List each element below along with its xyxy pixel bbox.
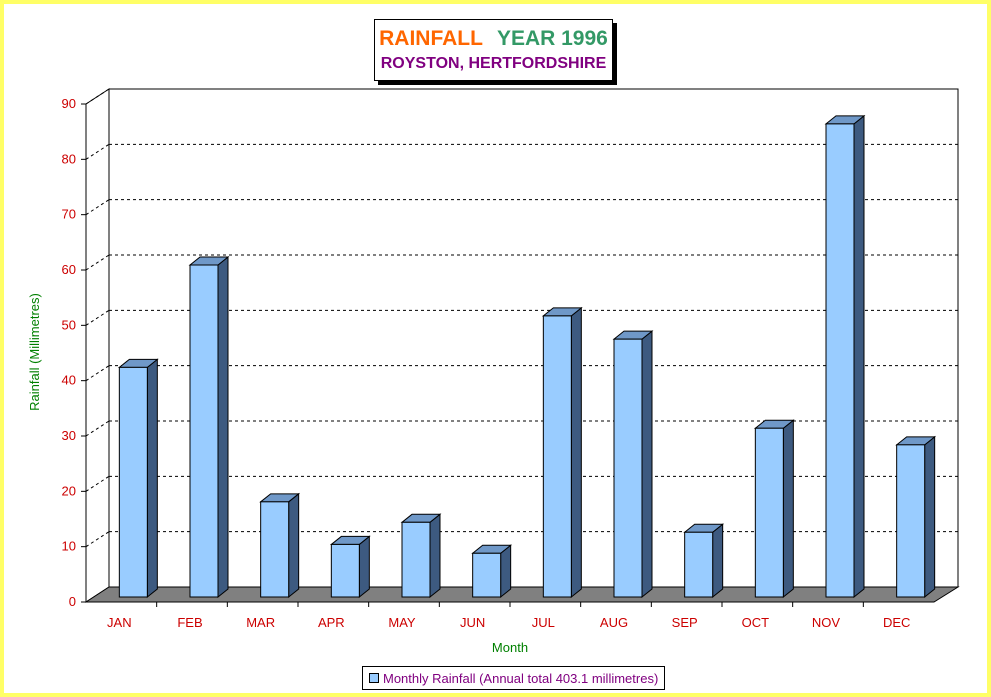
y-tick-label: 10: [62, 539, 76, 554]
bar-side: [570, 306, 582, 599]
chart-year: YEAR 1996: [496, 27, 608, 50]
chart-title-box: RAINFALL YEAR 1996 ROYSTON, HERTFORDSHIRE: [374, 19, 613, 81]
bar-side: [146, 358, 158, 599]
y-tick-label: 50: [62, 317, 76, 332]
legend-label: Monthly Rainfall (Annual total 403.1 mil…: [383, 670, 659, 686]
x-tick-label: JAN: [107, 615, 132, 630]
x-tick-label: JUL: [532, 615, 555, 630]
chart-subtitle: ROYSTON, HERTFORDSHIRE: [380, 55, 607, 72]
y-tick-label: 0: [69, 594, 76, 609]
bar: [684, 531, 714, 598]
bar-side: [500, 544, 512, 599]
x-tick-label: APR: [318, 615, 345, 630]
bar: [118, 366, 148, 598]
chart-title: RAINFALL: [379, 27, 483, 50]
bar: [613, 338, 643, 598]
bar-side: [288, 492, 300, 599]
y-tick-label: 70: [62, 207, 76, 222]
bar-side: [782, 419, 794, 599]
legend: Monthly Rainfall (Annual total 403.1 mil…: [362, 666, 666, 690]
bar-side: [712, 523, 724, 599]
bar-side: [924, 435, 936, 599]
bar-side: [429, 513, 441, 599]
x-tick-label: JUN: [460, 615, 485, 630]
gridline-depth: [85, 254, 110, 271]
x-tick-label: MAR: [246, 615, 275, 630]
y-tick-label: 60: [62, 262, 76, 277]
legend-swatch: [369, 673, 379, 683]
bar: [189, 264, 219, 598]
bar: [754, 427, 784, 598]
x-tick-label: SEP: [672, 615, 698, 630]
x-tick-label: NOV: [812, 615, 841, 630]
gridline-depth: [85, 143, 110, 160]
x-axis-title: Month: [492, 640, 528, 655]
gridline-depth: [85, 309, 110, 326]
plot-left-wall: [85, 88, 110, 603]
y-axis-title: Rainfall (Millimetres): [27, 293, 42, 411]
gridline-depth: [85, 199, 110, 216]
y-tick-label: 80: [62, 151, 76, 166]
bar-side: [358, 535, 370, 599]
title-line: RAINFALL YEAR 1996: [375, 27, 612, 51]
y-tick-label: 20: [62, 483, 76, 498]
bar: [825, 123, 855, 598]
bar: [896, 444, 926, 598]
plot-back-wall: [108, 88, 959, 588]
gridline-depth: [85, 365, 110, 382]
bar: [542, 315, 572, 598]
gridline-depth: [85, 475, 110, 492]
gridline-depth: [85, 420, 110, 437]
x-tick-label: FEB: [177, 615, 202, 630]
y-tick-label: 30: [62, 428, 76, 443]
bar: [260, 501, 290, 598]
gridline-depth: [85, 88, 110, 105]
bar: [401, 521, 431, 598]
bar-side: [641, 330, 653, 599]
x-tick-label: MAY: [388, 615, 416, 630]
x-tick-label: DEC: [883, 615, 910, 630]
y-tick-label: 40: [62, 373, 76, 388]
bar: [472, 552, 502, 598]
gridline-depth: [85, 531, 110, 548]
bar-side: [853, 114, 865, 599]
y-tick-label: 90: [62, 96, 76, 111]
bar: [330, 543, 360, 598]
bar-side: [217, 255, 229, 599]
x-tick-label: OCT: [742, 615, 770, 630]
x-tick-label: AUG: [600, 615, 628, 630]
